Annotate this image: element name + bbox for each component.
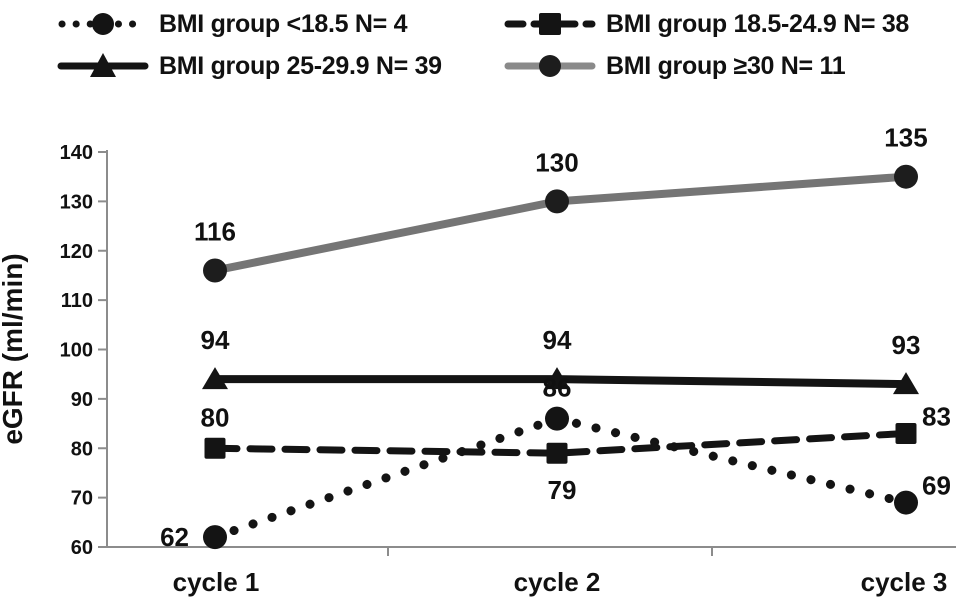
point-label: 130 [535,147,578,177]
legend-item-bmi-25-29-9: BMI group 25-29.9 N= 39 [57,48,442,84]
legend-label: BMI group 18.5-24.9 N= 38 [606,9,910,38]
y-tick-label: 110 [61,290,93,312]
legend-marker-square-icon [539,13,561,35]
legend-sample-solid-triangle [57,53,149,77]
category-label: cycle 2 [514,567,601,597]
series-marker-triangle [202,367,228,390]
legend-marker-triangle-icon [90,53,116,77]
y-tick-label: 140 [60,142,93,164]
series-marker-square [546,442,568,464]
point-label: 93 [892,330,921,360]
series-marker-triangle [893,372,919,395]
legend-marker-circle-icon [539,55,561,77]
y-tick-label: 70 [71,488,93,510]
y-tick-label: 60 [71,537,93,559]
point-label: 116 [194,217,236,247]
point-label: 69 [922,471,951,501]
series-marker-circle [894,164,918,189]
y-tick-label: 100 [60,340,93,362]
legend-label: BMI group ≥30 N= 11 [606,51,846,80]
series-marker-square [895,422,917,444]
series-marker-circle [203,525,227,550]
point-label: 62 [160,522,189,552]
series-marker-square [204,437,226,459]
series-marker-circle [894,490,918,515]
legend-sample-dotted-circle [58,13,148,35]
legend-item-bmi-under-18-5: BMI group <18.5 N= 4 [57,6,408,42]
y-tick-label: 130 [60,191,93,213]
legend-sample-dashed-square [504,13,596,35]
y-tick-label: 80 [71,438,93,460]
point-label: 94 [543,325,572,355]
point-label: 80 [201,402,230,432]
series-marker-circle [545,189,569,214]
point-label: 86 [543,373,572,403]
legend-marker-circle-icon [92,13,114,35]
point-label: 94 [201,325,230,355]
series-marker-triangle [544,367,570,390]
legend-item-bmi-30-plus: BMI group ≥30 N= 11 [504,48,846,84]
point-label: 135 [884,123,927,153]
series-marker-circle [545,406,569,431]
category-label: cycle 1 [173,567,260,597]
y-tick-label: 90 [71,389,93,411]
series-marker-circle [203,258,227,283]
y-axis-title: eGFR (ml/min) [0,253,28,444]
legend-sample-gray-circle [504,55,596,77]
category-label: cycle 3 [861,567,948,597]
legend-item-bmi-18-5-24-9: BMI group 18.5-24.9 N= 38 [504,6,909,42]
point-label: 83 [922,401,951,431]
legend-label: BMI group <18.5 N= 4 [159,9,408,38]
point-label: 79 [548,475,577,505]
y-tick-label: 120 [60,241,93,263]
legend-label: BMI group 25-29.9 N= 39 [159,51,442,80]
series-line-1 [211,429,910,457]
